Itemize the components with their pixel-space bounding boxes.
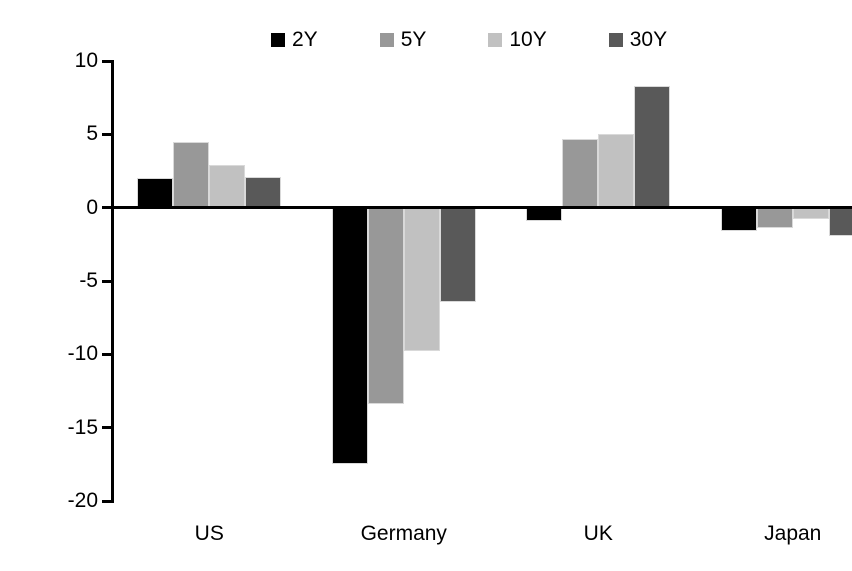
bar-japan-5y (756, 207, 793, 229)
y-tick-mark (102, 132, 114, 136)
bar-us-10y (209, 165, 246, 208)
y-tick-label: 0 (86, 195, 98, 219)
y-tick-label: 5 (86, 122, 98, 146)
bar-us-30y (245, 176, 282, 208)
y-tick-mark (102, 279, 114, 283)
y-tick-label: -15 (67, 415, 98, 439)
chart-legend: 2Y 5Y 10Y 30Y (271, 29, 667, 50)
bar-japan-2y (720, 207, 757, 232)
x-category-label-uk: UK (583, 522, 613, 545)
y-tick-mark (102, 59, 114, 63)
bar-uk-10y (598, 134, 635, 208)
legend-label: 2Y (292, 28, 318, 51)
legend-item-5y: 5Y (379, 28, 427, 51)
y-tick-label: 10 (74, 49, 98, 72)
bar-japan-10y (792, 207, 829, 220)
legend-item-2y: 2Y (271, 29, 318, 50)
legend-swatch-icon (379, 32, 394, 47)
bar-germany-5y (367, 207, 404, 405)
bar-uk-5y (562, 138, 599, 208)
legend-swatch-icon (488, 32, 503, 47)
bar-us-2y (137, 178, 174, 208)
legend-swatch-icon (608, 32, 623, 47)
bar-uk-30y (634, 85, 671, 208)
bar-us-5y (173, 141, 210, 208)
zero-baseline (111, 205, 852, 209)
y-tick-mark (102, 352, 114, 356)
bar-germany-10y (403, 207, 440, 352)
legend-item-10y: 10Y (488, 28, 547, 51)
legend-swatch-icon (271, 32, 285, 47)
bar-germany-30y (439, 207, 476, 302)
x-category-label-germany: Germany (360, 522, 447, 545)
y-tick-label: -10 (67, 342, 98, 366)
legend-item-30y: 30Y (608, 28, 668, 51)
y-axis-line (111, 59, 114, 503)
x-category-label-us: US (194, 522, 224, 545)
y-tick-mark (102, 426, 114, 430)
y-tick-label: -20 (67, 489, 98, 512)
bar-japan-30y (828, 207, 852, 236)
grouped-bar-chart: 2Y 5Y 10Y 30Y 10 5 0 -5 -10 -15 -20 US Germany UK Ja… (40, 16, 852, 555)
bar-uk-2y (526, 207, 563, 221)
legend-label: 10Y (509, 28, 547, 51)
y-tick-label: -5 (79, 269, 98, 292)
bar-germany-2y (331, 207, 368, 465)
legend-label: 30Y (629, 28, 668, 51)
y-tick-mark (102, 206, 114, 210)
y-tick-mark (102, 499, 114, 503)
x-category-label-japan: Japan (764, 522, 822, 545)
legend-label: 5Y (400, 28, 427, 51)
